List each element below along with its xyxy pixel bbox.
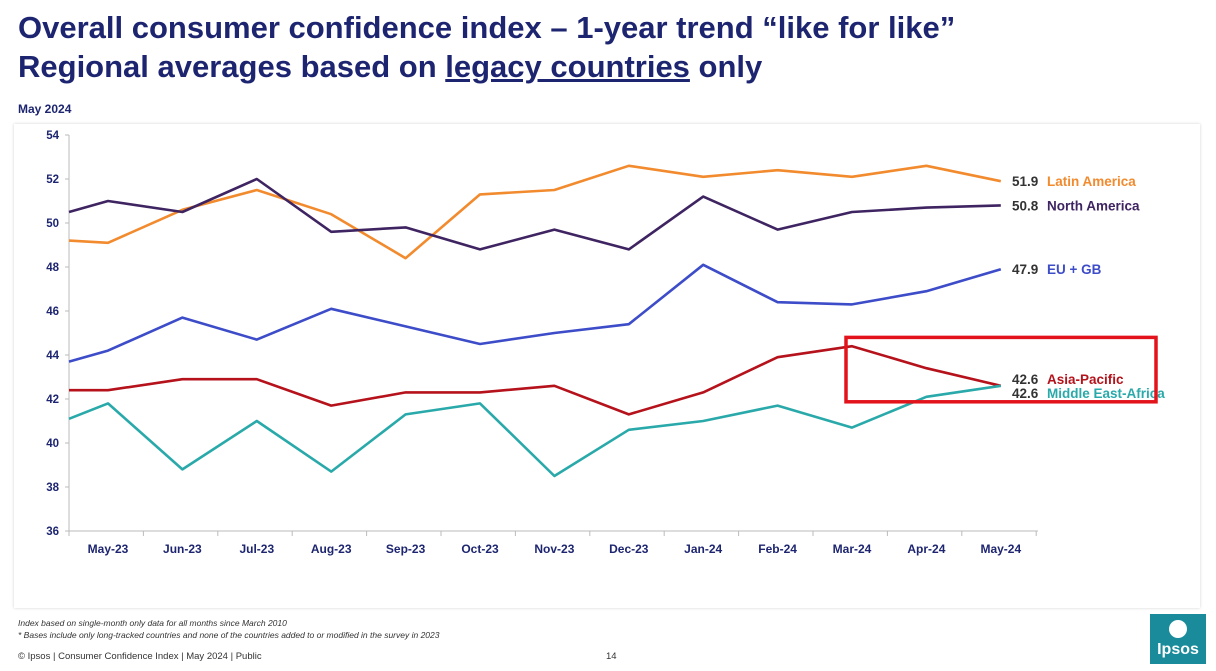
chart-panel: 36 38 40 42 44 46 48 50 52 54 May-23 Jun-23 Jul-23 Au… [14, 124, 1200, 608]
y-tick-label: 50 [46, 218, 59, 230]
series-name-label: EU + GB [1047, 262, 1102, 277]
y-tick-label: 36 [46, 526, 59, 538]
copyright: © Ipsos | Consumer Confidence Index | Ma… [18, 651, 262, 662]
x-tick-label: Oct-23 [461, 542, 499, 556]
series-name-label: Latin America [1047, 174, 1136, 189]
end-value-label: 50.8 [1012, 198, 1039, 213]
end-value-label: 42.6 [1012, 386, 1039, 401]
logo-text: Ipsos [1157, 641, 1199, 658]
y-tick-label: 40 [46, 438, 59, 450]
end-value-label: 42.6 [1012, 372, 1039, 387]
y-tick-label: 54 [46, 130, 59, 142]
logo-mark-icon [1169, 620, 1187, 638]
series-name-label: North America [1047, 198, 1140, 213]
x-tick-label: Jun-23 [163, 542, 202, 556]
footnote-index: Index based on single-month only data fo… [18, 618, 287, 628]
end-value-label: 47.9 [1012, 262, 1038, 277]
x-tick-label: Mar-24 [833, 542, 872, 556]
line-chart: 36 38 40 42 44 46 48 50 52 54 May-23 Jun-23 Jul-23 Au… [46, 130, 1165, 556]
y-tick-label: 52 [46, 174, 59, 186]
x-tick-label: Nov-23 [534, 542, 574, 556]
slide-title: Overall consumer confidence index – 1-ye… [18, 8, 955, 86]
x-tick-label: May-24 [980, 542, 1021, 556]
title-line-2-pre: Regional averages based on [18, 49, 446, 84]
title-line-2-underlined: legacy countries [445, 49, 690, 84]
series-line-eu-gb [68, 263, 1002, 363]
x-tick-label: May-23 [88, 542, 129, 556]
y-tick-label: 38 [46, 482, 59, 494]
title-line-1: Overall consumer confidence index – 1-ye… [18, 10, 956, 45]
y-tick-label: 48 [46, 262, 59, 274]
series-line-north-america [68, 177, 1001, 251]
x-tick-label: Jan-24 [684, 542, 722, 556]
report-date: May 2024 [18, 102, 72, 116]
y-tick-label: 42 [46, 394, 59, 406]
footnote-bases: * Bases include only long-tracked countr… [18, 630, 440, 640]
x-tick-label: Apr-24 [907, 542, 945, 556]
series-line-asia-pacific [69, 344, 1002, 416]
series-line-middle-east-africa [68, 384, 1001, 478]
x-tick-label: Dec-23 [609, 542, 649, 556]
series-name-label: Middle East-Africa [1047, 386, 1165, 401]
x-tick-label: Jul-23 [239, 542, 274, 556]
series-name-label: Asia-Pacific [1047, 372, 1124, 387]
highlight-box [844, 335, 1158, 404]
y-tick-label: 46 [46, 306, 59, 318]
ipsos-logo: Ipsos [1150, 614, 1206, 664]
page-number: 14 [606, 651, 617, 662]
x-tick-label: Feb-24 [758, 542, 797, 556]
y-tick-label: 44 [46, 350, 59, 362]
title-line-2-post: only [689, 49, 763, 84]
x-tick-label: Aug-23 [311, 542, 352, 556]
end-value-label: 51.9 [1012, 174, 1038, 189]
x-tick-label: Sep-23 [386, 542, 426, 556]
